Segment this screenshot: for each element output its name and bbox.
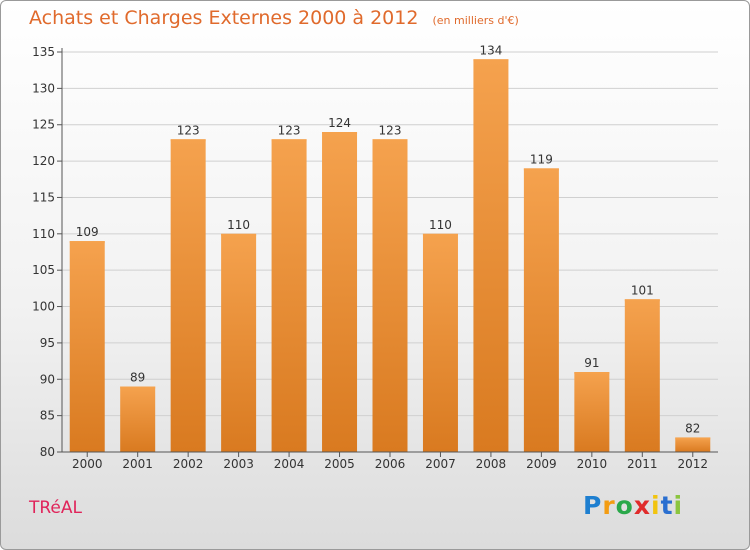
logo-letter: x (633, 491, 651, 520)
data-label: 101 (631, 283, 654, 297)
y-tick-label: 90 (40, 372, 55, 386)
bar (170, 139, 206, 453)
x-tick-label: 2003 (223, 457, 254, 471)
y-tick-label: 100 (32, 300, 55, 314)
x-tick-label: 2002 (173, 457, 204, 471)
bar (69, 241, 105, 452)
x-tick-label: 2008 (476, 457, 507, 471)
bar-highlight (271, 139, 307, 142)
y-tick-label: 130 (32, 81, 55, 95)
bar-highlight (221, 233, 257, 236)
bar (624, 299, 660, 452)
x-tick-label: 2012 (677, 457, 708, 471)
data-label: 89 (130, 371, 145, 385)
data-label: 91 (584, 356, 599, 370)
logo-letter: i (673, 491, 684, 520)
x-tick-label: 2001 (122, 457, 153, 471)
x-tick-label: 2005 (324, 457, 355, 471)
bars (69, 59, 711, 453)
logo-letter: P (583, 491, 603, 520)
data-label: 124 (328, 116, 351, 130)
bar (523, 168, 559, 452)
data-label: 82 (685, 421, 700, 435)
chart-subtitle: (en milliers d'€) (432, 14, 519, 27)
y-tick-label: 105 (32, 263, 55, 277)
y-tick-label: 80 (40, 445, 55, 459)
x-tick-label: 2004 (274, 457, 305, 471)
logo-letter: i (651, 491, 661, 520)
logo-letter: t (660, 491, 674, 520)
y-tick-label: 85 (40, 409, 55, 423)
bar (574, 372, 610, 452)
data-label: 123 (177, 123, 200, 137)
bar-highlight (624, 299, 660, 302)
data-label: 110 (227, 218, 250, 232)
bar (271, 139, 307, 453)
bar-highlight (170, 139, 206, 142)
logo-letter: o (615, 491, 634, 520)
bar-highlight (473, 59, 509, 62)
bar (473, 59, 509, 452)
chart-title-text: Achats et Charges Externes 2000 à 2012 (29, 7, 419, 29)
bar-highlight (675, 437, 711, 440)
x-tick-label: 2009 (526, 457, 557, 471)
y-tick-label: 120 (32, 154, 55, 168)
bar (422, 233, 458, 452)
bar-highlight (322, 132, 358, 134)
data-label: 119 (530, 152, 553, 166)
y-tick-label: 135 (32, 45, 55, 59)
y-tick-label: 110 (32, 227, 55, 241)
x-tick-label: 2007 (425, 457, 456, 471)
chart-title: Achats et Charges Externes 2000 à 2012 (… (29, 7, 519, 29)
bar-highlight (574, 372, 610, 374)
proxiti-logo: Proxiti (583, 491, 683, 520)
bar-highlight (422, 233, 458, 236)
labels: 80 85 90 95 100 105 110 115 120 125 130 135 109 2000 8… (32, 43, 708, 471)
bar (221, 233, 257, 452)
data-label: 123 (379, 123, 402, 137)
data-label: 110 (429, 218, 452, 232)
bar-highlight (523, 168, 559, 171)
axes (57, 48, 718, 457)
bar (372, 139, 408, 453)
bar-highlight (120, 386, 156, 389)
data-label: 123 (278, 123, 301, 137)
x-tick-label: 2000 (72, 457, 103, 471)
bar-highlight (69, 241, 105, 244)
x-tick-label: 2010 (577, 457, 608, 471)
y-tick-label: 115 (32, 190, 55, 204)
x-tick-label: 2006 (375, 457, 406, 471)
y-tick-label: 125 (32, 118, 55, 132)
bar (675, 437, 711, 452)
bar (322, 132, 358, 452)
bar (120, 386, 156, 452)
data-label: 109 (76, 225, 99, 239)
data-label: 134 (479, 43, 502, 57)
logo-letter: r (602, 491, 616, 520)
x-tick-label: 2011 (627, 457, 658, 471)
y-tick-label: 95 (40, 336, 55, 350)
location-name: TRéAL (29, 498, 82, 518)
bar-highlight (372, 139, 408, 142)
